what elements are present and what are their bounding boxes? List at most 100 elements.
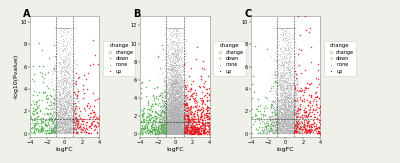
Point xyxy=(186,120,192,123)
Point xyxy=(162,83,168,85)
Point xyxy=(67,104,73,107)
Point xyxy=(280,104,286,107)
Point xyxy=(176,123,182,126)
Point xyxy=(174,81,180,84)
Point xyxy=(271,129,278,131)
Point xyxy=(187,118,194,121)
Point xyxy=(276,54,282,57)
Point xyxy=(171,103,178,105)
Point xyxy=(274,123,281,126)
Point xyxy=(174,115,181,117)
Point xyxy=(183,130,190,133)
Point xyxy=(273,124,280,126)
Point xyxy=(183,118,189,120)
Point xyxy=(289,67,296,69)
Point xyxy=(262,132,268,135)
Point xyxy=(168,125,174,127)
Point xyxy=(176,53,183,56)
Point xyxy=(267,114,274,117)
Point xyxy=(284,108,290,110)
Point xyxy=(174,47,181,50)
Point xyxy=(170,118,176,121)
Point xyxy=(179,126,186,129)
Point xyxy=(183,131,189,133)
Point xyxy=(63,94,69,96)
Point xyxy=(163,129,170,132)
Point xyxy=(170,111,177,114)
Point xyxy=(188,126,194,129)
Point xyxy=(287,86,294,88)
Point xyxy=(297,116,304,118)
Point xyxy=(153,133,160,135)
Point xyxy=(166,130,172,132)
Point xyxy=(166,122,173,125)
Point xyxy=(183,88,189,90)
Point xyxy=(183,88,190,90)
Point xyxy=(281,83,288,85)
Point xyxy=(292,112,298,115)
Point xyxy=(76,126,83,128)
Point xyxy=(186,121,192,123)
Point xyxy=(173,115,179,118)
Point xyxy=(276,123,283,126)
Point xyxy=(171,102,178,105)
Point xyxy=(72,83,79,85)
Point xyxy=(289,112,295,115)
Point xyxy=(63,120,69,123)
Point xyxy=(59,93,66,95)
Point xyxy=(288,121,295,123)
Point xyxy=(164,127,170,129)
Point xyxy=(70,116,77,119)
Point xyxy=(27,116,34,119)
Point xyxy=(68,124,75,126)
Point xyxy=(179,97,186,100)
Point xyxy=(170,110,177,113)
Point xyxy=(175,120,181,123)
Point xyxy=(175,109,182,112)
Point xyxy=(175,127,182,130)
Point xyxy=(67,108,73,111)
Point xyxy=(295,127,301,130)
Point xyxy=(283,60,290,63)
Point xyxy=(172,133,179,135)
Point xyxy=(60,27,66,29)
Point xyxy=(58,66,64,69)
Point xyxy=(274,131,281,133)
Point xyxy=(179,131,185,133)
Point xyxy=(171,130,178,133)
Point xyxy=(166,62,173,65)
Point xyxy=(292,115,299,118)
Point xyxy=(44,131,51,134)
Point xyxy=(178,130,184,133)
Point xyxy=(285,108,291,110)
Point xyxy=(202,127,209,130)
Point xyxy=(171,124,178,127)
Point xyxy=(62,27,69,29)
Point xyxy=(303,121,310,124)
Point xyxy=(170,107,177,110)
Point xyxy=(180,66,187,69)
Point xyxy=(52,130,59,133)
Point xyxy=(57,116,64,119)
Point xyxy=(174,125,180,128)
Point xyxy=(178,42,184,44)
Point xyxy=(274,106,280,109)
Point xyxy=(284,96,290,98)
Point xyxy=(172,115,179,118)
Point xyxy=(286,125,292,128)
Point xyxy=(171,117,177,119)
Point xyxy=(173,129,179,132)
Point xyxy=(294,125,300,128)
Point xyxy=(74,123,81,126)
Point xyxy=(170,27,177,29)
Point xyxy=(280,114,286,117)
Point xyxy=(170,129,176,131)
Point xyxy=(48,119,54,121)
Point xyxy=(275,81,282,84)
Point xyxy=(169,115,175,118)
Point xyxy=(169,61,175,64)
Point xyxy=(173,127,179,130)
Point xyxy=(172,58,178,60)
Point xyxy=(272,125,278,128)
Point xyxy=(187,129,194,132)
